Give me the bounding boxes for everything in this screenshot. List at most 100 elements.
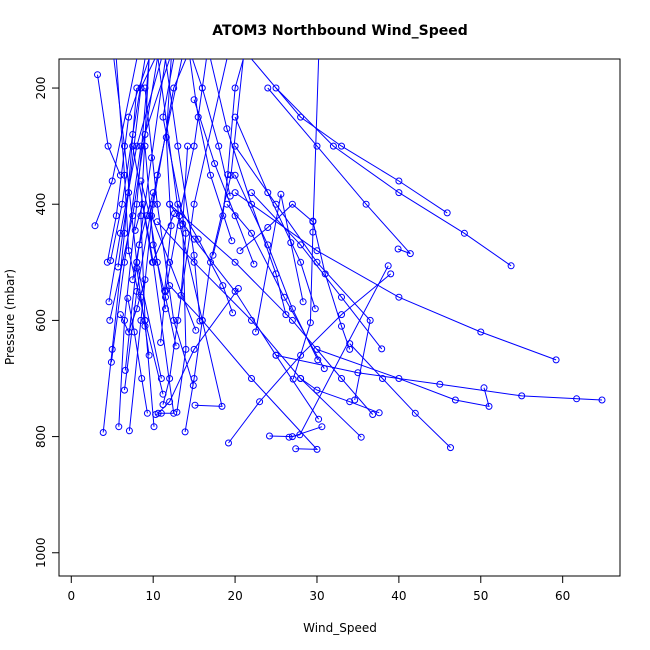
series-line [292,59,320,380]
data-point [223,200,231,208]
series-23 [141,84,197,389]
data-point [112,212,120,220]
series-line [136,268,150,356]
data-point [166,258,174,266]
data-point [133,264,141,272]
y-axis: 200 400 600 800 1000 [34,77,60,568]
data-point [209,251,217,259]
data-point [215,142,223,150]
series-line [113,59,162,379]
data-point [141,322,149,330]
series-line [144,87,194,386]
series-line [189,59,233,241]
x-tick-label: 30 [309,589,324,603]
data-point [338,322,345,330]
data-point [357,433,365,441]
data-point [133,305,141,313]
series-line [165,59,201,322]
data-point [223,125,231,133]
y-tick-label: 200 [34,77,48,100]
y-tick-label: 600 [34,309,48,332]
data-point [395,189,403,197]
series-line [212,59,244,256]
data-point [447,444,454,452]
data-point [173,408,181,416]
series-64 [225,270,395,447]
data-point [174,200,182,208]
series-49 [248,189,386,353]
data-point [362,200,370,208]
data-point [297,375,305,382]
series-line [162,59,228,405]
data-point [256,398,264,406]
series-line [134,204,175,264]
data-point [338,142,345,150]
data-point [329,142,337,150]
series-46 [166,200,377,418]
data-point [148,154,155,162]
data-point [384,262,392,270]
series-27 [209,59,244,259]
series-line [234,192,557,361]
data-point [395,177,403,185]
series-55 [231,189,560,364]
data-point [166,282,174,290]
series-51 [346,340,454,452]
data-point [460,229,468,237]
series-33 [190,96,258,268]
data-point [411,409,419,417]
data-point [311,305,319,313]
series-line [169,285,319,450]
data-point [228,237,236,245]
series-layer [91,59,606,453]
series-38 [231,113,319,313]
data-point [166,375,174,382]
data-point [395,293,403,301]
data-point [149,189,157,197]
series-line [269,426,323,438]
series-line [97,74,121,176]
x-tick-label: 60 [555,589,570,603]
data-point [130,328,138,336]
series-line [234,145,371,401]
data-point [189,382,197,389]
series-line [267,87,411,255]
data-point [166,200,174,208]
series-43 [285,262,392,441]
series-line [169,203,320,420]
series-line [106,59,150,263]
data-point [231,113,239,121]
data-point [141,84,149,92]
data-point [124,294,132,302]
data-point [306,319,314,327]
series-35 [210,59,290,319]
data-point [346,398,354,406]
x-tick-label: 10 [146,589,161,603]
data-point [225,439,232,447]
data-point [573,395,581,403]
series-line [239,203,314,252]
series-31 [174,200,237,317]
y-axis-label: Pressure (mbar) [3,269,17,365]
data-point [154,409,162,417]
data-point [108,177,116,185]
data-point [190,251,198,259]
data-point [105,298,113,306]
series-line [132,192,154,280]
data-point [297,351,305,359]
data-point [264,241,272,249]
data-point [182,345,190,353]
series-54 [272,84,515,270]
data-point [143,212,151,220]
data-point [231,142,239,150]
data-point [282,311,290,319]
series-56 [272,351,606,404]
series-line [234,174,319,361]
series-line [312,220,351,350]
data-point [280,293,288,301]
data-point [252,328,260,336]
data-point [375,409,383,417]
data-point [229,309,237,317]
data-point [162,293,169,301]
